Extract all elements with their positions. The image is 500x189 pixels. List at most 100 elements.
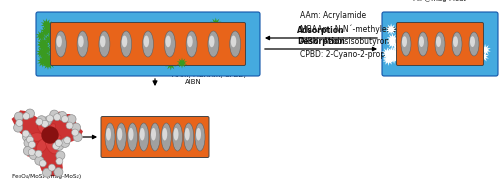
Polygon shape — [386, 37, 398, 49]
Ellipse shape — [208, 31, 219, 57]
Ellipse shape — [231, 36, 236, 47]
Text: MBAAm: N,N´-methylenebisacrylamide: MBAAm: N,N´-methylenebisacrylamide — [300, 24, 450, 33]
Circle shape — [22, 113, 30, 120]
Ellipse shape — [172, 123, 182, 151]
FancyBboxPatch shape — [36, 12, 260, 76]
Ellipse shape — [142, 31, 154, 57]
Polygon shape — [36, 30, 47, 42]
Ellipse shape — [184, 123, 194, 151]
Circle shape — [72, 129, 78, 136]
Ellipse shape — [46, 137, 59, 154]
Polygon shape — [44, 33, 55, 45]
Circle shape — [28, 141, 35, 148]
Ellipse shape — [53, 135, 61, 139]
Circle shape — [54, 114, 60, 121]
Circle shape — [14, 123, 22, 132]
Circle shape — [16, 119, 23, 126]
Polygon shape — [383, 54, 394, 66]
Polygon shape — [386, 23, 397, 35]
Polygon shape — [40, 26, 52, 37]
Text: MIP@mag-MoS₂: MIP@mag-MoS₂ — [413, 0, 467, 2]
Ellipse shape — [453, 36, 458, 47]
Circle shape — [26, 109, 35, 118]
Polygon shape — [36, 47, 48, 59]
Polygon shape — [12, 110, 83, 176]
Ellipse shape — [128, 128, 134, 140]
Circle shape — [62, 116, 68, 123]
Text: AIBN: Azobisisobutyronitrile: AIBN: Azobisisobutyronitrile — [300, 37, 407, 46]
Circle shape — [22, 132, 32, 142]
Ellipse shape — [166, 36, 171, 47]
Polygon shape — [177, 57, 187, 68]
Circle shape — [24, 139, 33, 148]
Ellipse shape — [436, 36, 441, 47]
FancyBboxPatch shape — [382, 12, 498, 76]
Circle shape — [56, 158, 63, 165]
Ellipse shape — [144, 36, 149, 47]
Ellipse shape — [117, 128, 122, 140]
Text: AIBN: AIBN — [185, 79, 202, 85]
Polygon shape — [392, 41, 404, 53]
Circle shape — [28, 149, 35, 156]
Ellipse shape — [30, 133, 44, 141]
Circle shape — [42, 168, 51, 177]
Circle shape — [50, 110, 59, 119]
Ellipse shape — [185, 128, 190, 140]
Circle shape — [60, 138, 70, 147]
Circle shape — [48, 164, 56, 171]
Ellipse shape — [230, 31, 240, 57]
Circle shape — [54, 141, 64, 150]
Circle shape — [67, 115, 76, 124]
Circle shape — [14, 112, 24, 121]
Ellipse shape — [435, 32, 445, 56]
Polygon shape — [44, 57, 56, 69]
Ellipse shape — [105, 123, 115, 151]
Circle shape — [35, 150, 42, 157]
Ellipse shape — [162, 128, 167, 140]
Ellipse shape — [401, 32, 411, 56]
Ellipse shape — [150, 123, 160, 151]
Circle shape — [42, 127, 58, 143]
Circle shape — [58, 112, 67, 121]
Circle shape — [66, 122, 73, 129]
FancyBboxPatch shape — [101, 116, 209, 157]
Ellipse shape — [187, 36, 192, 47]
Polygon shape — [44, 24, 55, 36]
Ellipse shape — [77, 31, 88, 57]
Circle shape — [42, 117, 51, 126]
Polygon shape — [43, 20, 54, 32]
Ellipse shape — [48, 124, 56, 133]
Ellipse shape — [122, 36, 128, 47]
Polygon shape — [40, 51, 52, 63]
Polygon shape — [480, 44, 491, 56]
Ellipse shape — [186, 31, 197, 57]
Circle shape — [72, 123, 80, 132]
Ellipse shape — [106, 128, 111, 140]
Text: CPBD: 2-Cyano-2-propyl benzodithioate: CPBD: 2-Cyano-2-propyl benzodithioate — [300, 50, 452, 59]
Circle shape — [42, 120, 48, 127]
Ellipse shape — [100, 36, 105, 47]
Polygon shape — [40, 18, 52, 30]
Ellipse shape — [120, 31, 132, 57]
Polygon shape — [387, 33, 398, 45]
Circle shape — [40, 160, 46, 167]
Ellipse shape — [128, 123, 138, 151]
Text: AAm: Acrylamide: AAm: Acrylamide — [300, 11, 366, 20]
Polygon shape — [382, 47, 393, 59]
Ellipse shape — [209, 36, 214, 47]
Ellipse shape — [38, 123, 46, 134]
Polygon shape — [386, 47, 398, 59]
Ellipse shape — [419, 36, 424, 47]
Ellipse shape — [195, 123, 205, 151]
Ellipse shape — [56, 36, 62, 47]
Polygon shape — [38, 40, 50, 52]
Text: Fe₃O₄/MoS₂ (mag-MoS₂): Fe₃O₄/MoS₂ (mag-MoS₂) — [12, 174, 82, 179]
Circle shape — [54, 168, 63, 177]
Ellipse shape — [56, 31, 66, 57]
Polygon shape — [388, 52, 400, 64]
Polygon shape — [38, 38, 49, 50]
Ellipse shape — [161, 123, 171, 151]
Polygon shape — [37, 56, 48, 68]
Text: AAm, MBAAm, CPBD,: AAm, MBAAm, CPBD, — [172, 72, 246, 78]
Ellipse shape — [116, 123, 126, 151]
